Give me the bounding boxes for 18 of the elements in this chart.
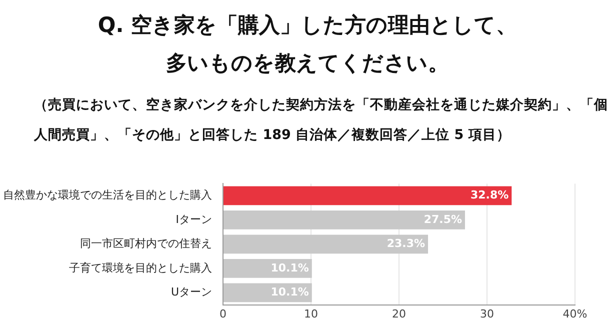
- chart-subtitle: （売買において、空き家バンクを介した契約方法を「不動産会社を通じた媒介契約」、「個人間売買」、「その他」と回答した 189 自治体／複数回答／上位 5 項目）: [34, 96, 609, 145]
- bar: [224, 210, 465, 230]
- bar: [224, 283, 312, 302]
- x-tick-label: 0: [220, 307, 226, 320]
- y-tick-label: Uターン: [170, 286, 212, 299]
- x-tick-label: 30: [480, 307, 494, 320]
- chart-title: Q. 空き家を「購入」した方の理由として、多いものを教えてください。: [96, 12, 518, 77]
- y-tick-label: 自然豊かな環境での生活を目的とした購入: [3, 188, 212, 202]
- bar: [224, 258, 312, 278]
- y-tick-label: 子育て環境を目的とした購入: [69, 261, 212, 274]
- x-tick-label: 20: [392, 307, 406, 320]
- y-tick-label: Iターン: [176, 212, 212, 226]
- bar: [224, 234, 428, 254]
- x-tick-label: 10: [304, 307, 318, 320]
- y-tick-label: 同一市区町村内での住替え: [80, 237, 212, 250]
- data-label: 32.8%: [470, 188, 509, 202]
- x-tick-label: 40%: [562, 307, 588, 320]
- bar: [224, 186, 512, 206]
